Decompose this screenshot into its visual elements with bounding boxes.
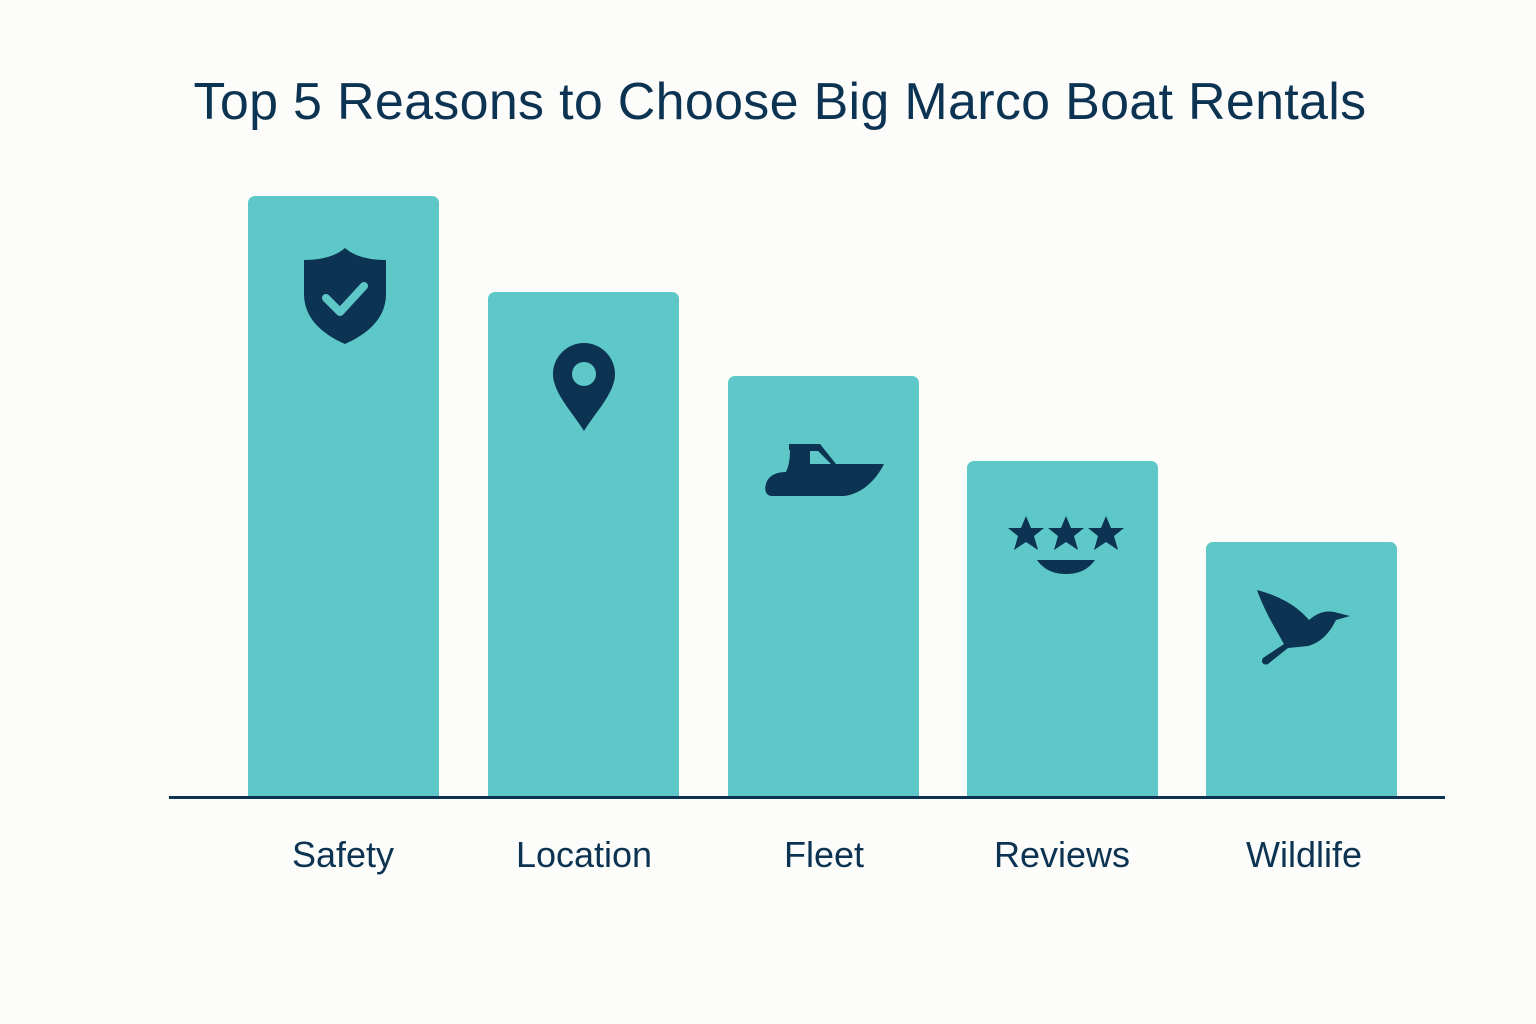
shield-check-icon [304,248,386,344]
category-label-reviews: Reviews [993,834,1131,875]
boat-icon [765,444,884,496]
category-label-location: Location [515,834,653,875]
chart-title: Top 5 Reasons to Choose Big Marco Boat R… [193,73,1367,131]
bar-wildlife [1206,542,1397,797]
category-label-fleet: Fleet [783,834,865,875]
category-label-wildlife: Wildlife [1245,834,1362,875]
map-pin-icon [553,343,615,431]
x-axis-line [169,796,1445,799]
bird-icon [1257,590,1350,665]
three-stars-smile-icon [1008,516,1124,574]
bar-reviews [967,461,1158,797]
category-label-safety: Safety [291,834,395,875]
bar-fleet [728,376,919,797]
